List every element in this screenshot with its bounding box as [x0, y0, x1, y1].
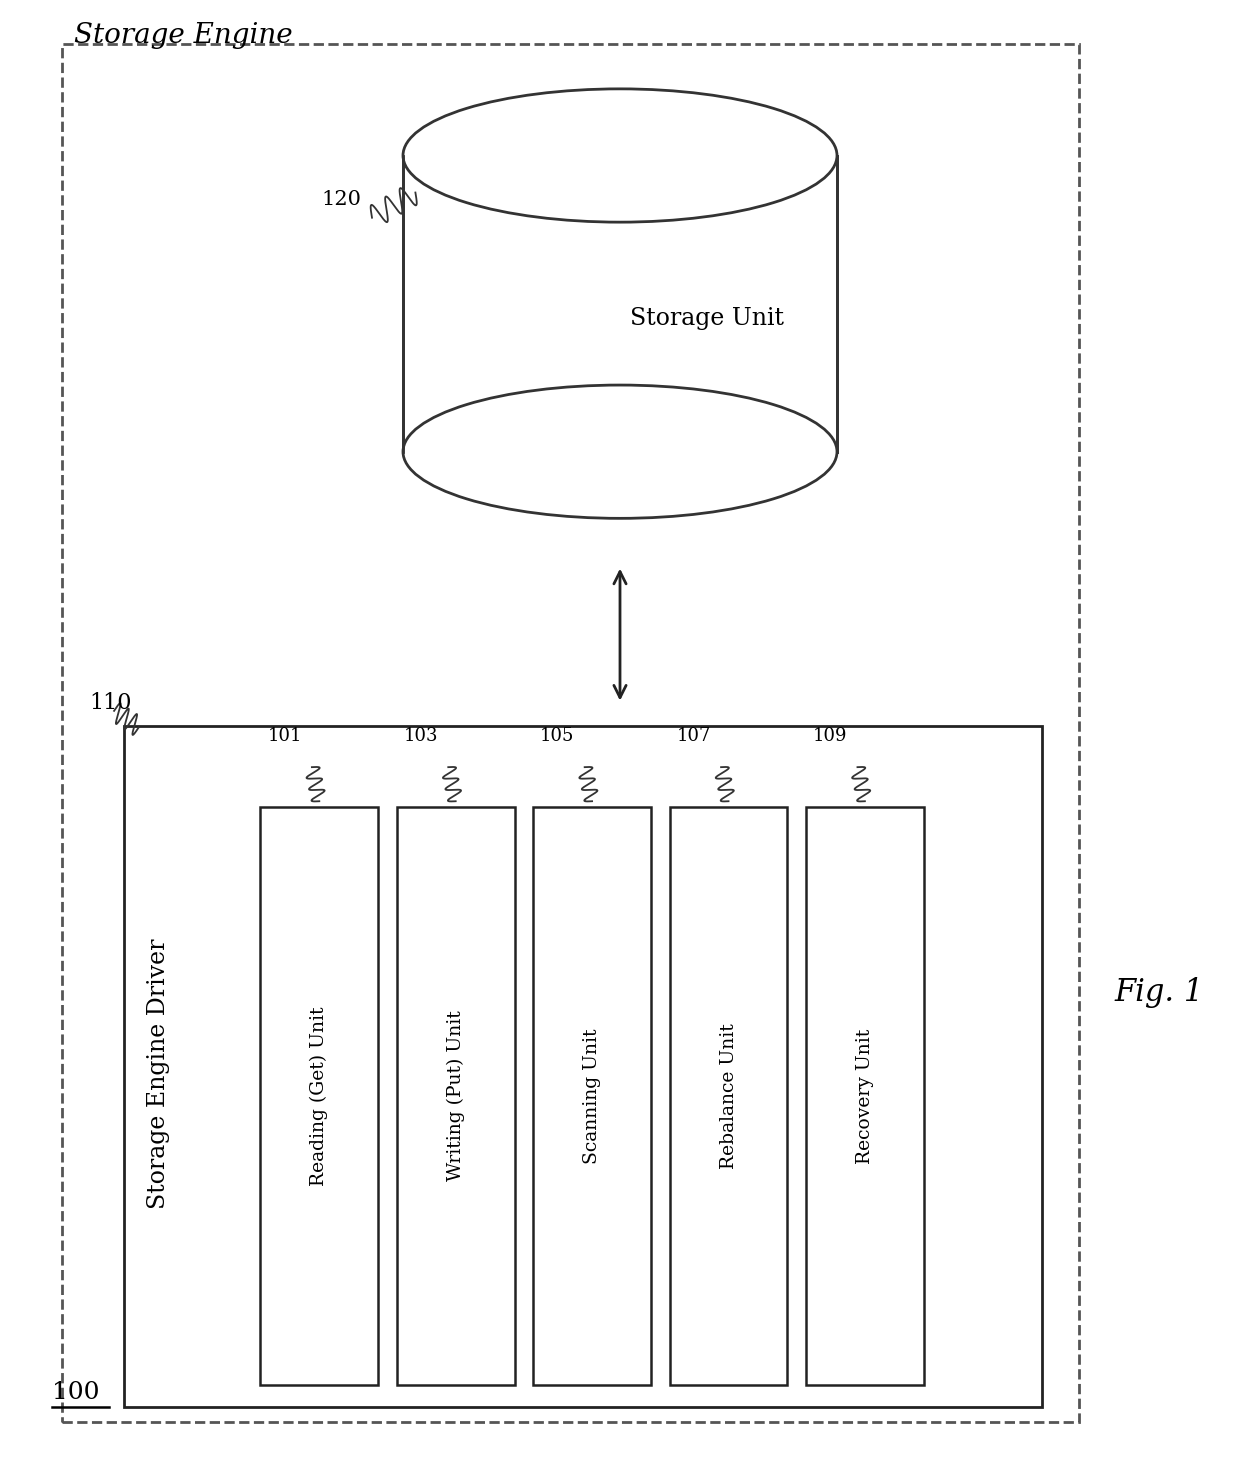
Text: Rebalance Unit: Rebalance Unit: [719, 1023, 738, 1169]
FancyBboxPatch shape: [124, 726, 1042, 1407]
Ellipse shape: [403, 89, 837, 222]
FancyBboxPatch shape: [670, 807, 787, 1385]
Text: 109: 109: [813, 727, 847, 745]
Text: 120: 120: [321, 191, 361, 209]
Text: 101: 101: [268, 727, 301, 745]
Text: Reading (Get) Unit: Reading (Get) Unit: [310, 1006, 329, 1186]
FancyBboxPatch shape: [260, 807, 378, 1385]
Text: 110: 110: [89, 693, 131, 714]
FancyBboxPatch shape: [533, 807, 651, 1385]
Text: Storage Engine: Storage Engine: [74, 22, 293, 49]
Text: 103: 103: [404, 727, 438, 745]
Text: 100: 100: [52, 1380, 99, 1404]
Text: Fig. 1: Fig. 1: [1115, 977, 1204, 1007]
Text: 107: 107: [677, 727, 711, 745]
Text: Storage Engine Driver: Storage Engine Driver: [148, 939, 170, 1208]
Text: 105: 105: [541, 727, 574, 745]
FancyBboxPatch shape: [397, 807, 515, 1385]
Text: Storage Unit: Storage Unit: [630, 307, 784, 330]
Text: Writing (Put) Unit: Writing (Put) Unit: [446, 1010, 465, 1182]
Ellipse shape: [403, 385, 837, 518]
FancyBboxPatch shape: [806, 807, 924, 1385]
Text: Recovery Unit: Recovery Unit: [856, 1028, 874, 1164]
FancyBboxPatch shape: [405, 156, 835, 452]
Text: Scanning Unit: Scanning Unit: [583, 1028, 601, 1164]
Ellipse shape: [403, 89, 837, 222]
